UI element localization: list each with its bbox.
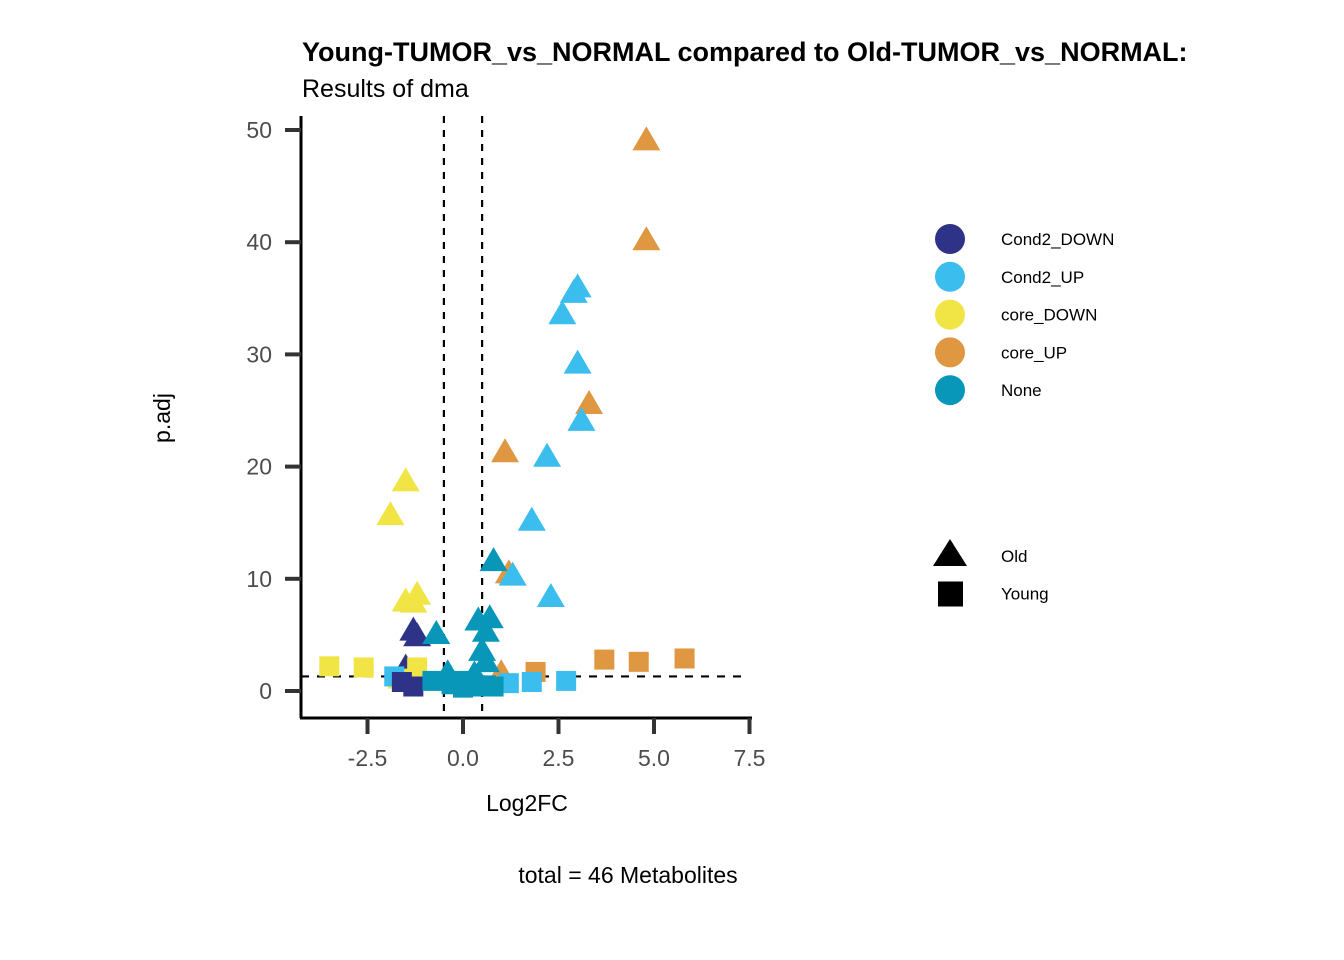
x-tick-label: 7.5 [734, 745, 766, 771]
data-point-square [422, 670, 443, 691]
data-point-square [674, 648, 695, 669]
reference-lines [301, 116, 748, 718]
data-point-square [391, 672, 412, 693]
y-tick-label: 30 [246, 341, 272, 367]
legend-shape: Old Young [933, 539, 1049, 607]
data-point-triangle [391, 467, 420, 492]
data-point-triangle [491, 438, 520, 463]
data-point-triangle [559, 278, 588, 303]
data-point-triangle [471, 648, 500, 673]
x-tick-label: 5.0 [638, 745, 670, 771]
legend-color-key [935, 337, 965, 368]
legend-color: Cond2_DOWN Cond2_UP core_DOWN core_UP None [935, 224, 1114, 406]
data-point-square [498, 673, 519, 694]
data-point-square [628, 651, 649, 672]
y-tick-label: 0 [259, 678, 272, 704]
data-point-square [556, 670, 577, 691]
data-point-triangle [567, 406, 596, 431]
data-point-triangle [479, 547, 508, 572]
data-point-triangle [517, 506, 546, 531]
legend-square-key [938, 581, 963, 607]
data-point-triangle [403, 622, 432, 647]
x-axis-label: Log2FC [486, 790, 568, 816]
data-point-square [319, 656, 340, 677]
data-point-square [353, 657, 374, 678]
data-point-square [483, 676, 504, 697]
chart-subtitle: Results of dma [302, 75, 469, 103]
x-tick-label: -2.5 [348, 745, 388, 771]
x-tick-label: 0.0 [447, 745, 479, 771]
data-point-triangle [575, 390, 604, 415]
legend-color-label: core_UP [1001, 343, 1067, 362]
y-tick-label: 50 [246, 117, 272, 143]
data-point-square [449, 670, 470, 691]
legend-triangle-key [933, 539, 967, 566]
data-point-square [521, 672, 542, 693]
data-point-triangle [536, 582, 565, 607]
data-point-triangle [376, 501, 405, 526]
x-ticks: -2.5 0.0 2.5 5.0 7.5 [348, 718, 766, 771]
legend-color-label: Cond2_DOWN [1001, 230, 1114, 249]
y-tick-label: 40 [246, 229, 272, 255]
legend-color-label: None [1001, 381, 1042, 400]
data-point-square [594, 649, 615, 670]
chart-caption: total = 46 Metabolites [518, 862, 737, 888]
legend-shape-label: Young [1001, 585, 1049, 604]
data-point-triangle [399, 588, 428, 613]
data-point-triangle [471, 617, 500, 642]
data-point-triangle [632, 226, 661, 251]
axes [299, 116, 752, 720]
legend-color-key [935, 224, 965, 254]
legend-color-label: Cond2_UP [1001, 268, 1084, 287]
data-point-triangle [422, 620, 451, 645]
data-point-triangle [475, 604, 504, 629]
data-point-square [407, 657, 428, 678]
data-point-triangle [533, 442, 562, 467]
legend-shape-label: Old [1001, 547, 1027, 566]
y-tick-label: 20 [246, 454, 272, 480]
data-points [319, 126, 695, 698]
data-point-triangle [548, 300, 577, 325]
data-point-triangle [498, 561, 527, 586]
x-tick-label: 2.5 [543, 745, 575, 771]
y-tick-label: 10 [246, 566, 272, 592]
chart-title: Young-TUMOR_vs_NORMAL compared to Old-TU… [302, 37, 1188, 67]
legend-color-label: core_DOWN [1001, 306, 1097, 325]
data-point-triangle [632, 126, 661, 151]
y-ticks: 0 10 20 30 40 50 [246, 117, 301, 704]
legend-color-key [935, 299, 965, 330]
legend-color-key [935, 375, 965, 406]
legend-color-key [935, 261, 965, 292]
y-axis-label: p.adj [149, 393, 175, 443]
data-point-triangle [563, 349, 592, 374]
